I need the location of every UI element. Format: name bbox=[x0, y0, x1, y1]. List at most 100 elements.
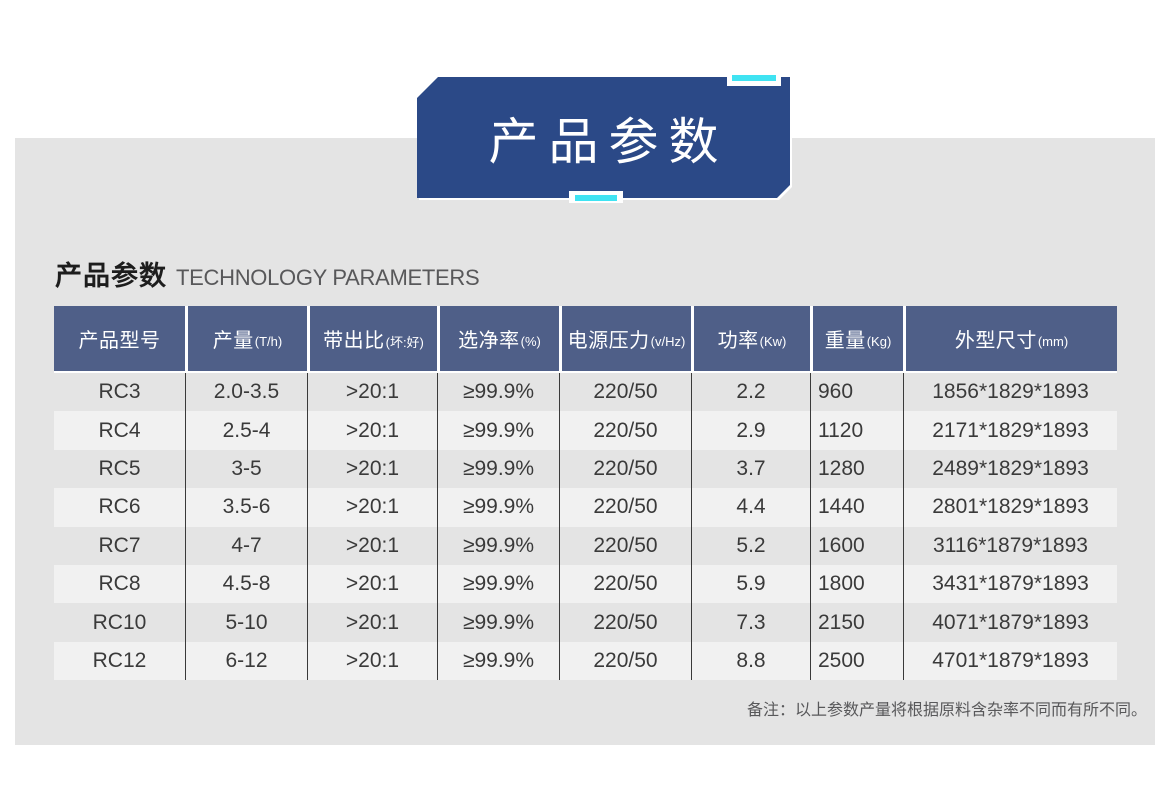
cell-power: 5.2 bbox=[691, 526, 810, 565]
column-header-purity-rate: 选净率 (%) bbox=[437, 306, 559, 371]
table-row-RC6: RC6 3.5-6 >20:1 ≥99.9% 220/50 4.4 1440 2801*182… bbox=[54, 488, 1117, 527]
cell-weight: 2500 bbox=[810, 641, 903, 681]
cell-output: 2.0-3.5 bbox=[185, 373, 307, 412]
section-heading: 产品参数 TECHNOLOGY PARAMETERS bbox=[55, 254, 480, 293]
cell-power-supply: 220/50 bbox=[559, 449, 691, 489]
banner-title: 产品参数 bbox=[488, 113, 729, 170]
cell-model: RC7 bbox=[98, 533, 141, 557]
cell-dimensions: 4701*1879*1893 bbox=[903, 641, 1117, 681]
cell-weight: 1440 bbox=[810, 488, 903, 527]
cell-power-supply: 220/50 bbox=[559, 411, 691, 450]
table-row-RC3: RC3 2.0-3.5 >20:1 ≥99.9% 220/50 2.2 960 1856*18… bbox=[54, 373, 1117, 412]
cell-output: 6-12 bbox=[185, 641, 307, 681]
cell-purity-rate: ≥99.9% bbox=[437, 526, 559, 565]
cell-carryout-ratio: >20:1 bbox=[307, 411, 437, 450]
cell-weight: 960 bbox=[810, 373, 903, 412]
column-header-power: 功率 (Kw) bbox=[691, 306, 810, 371]
cell-model: RC12 bbox=[92, 648, 147, 672]
column-header-weight: 重量 (Kg) bbox=[810, 306, 903, 371]
cell-dimensions: 3431*1879*1893 bbox=[903, 564, 1117, 604]
column-header-unit: (Kg) bbox=[866, 333, 892, 349]
cell-purity-rate: ≥99.9% bbox=[437, 411, 559, 450]
cell-purity-rate: ≥99.9% bbox=[437, 603, 559, 642]
column-header-unit: (v/Hz) bbox=[650, 333, 686, 349]
banner-accent-top-right-cyan-icon bbox=[732, 75, 776, 81]
cell-output: 4-7 bbox=[185, 526, 307, 565]
column-header-unit: (mm) bbox=[1037, 333, 1069, 349]
table-row-RC7: RC7 4-7 >20:1 ≥99.9% 220/50 5.2 1600 3116*1879*… bbox=[54, 526, 1117, 565]
column-header-label: 产量 bbox=[212, 330, 254, 352]
cell-power: 2.2 bbox=[691, 373, 810, 412]
cell-carryout-ratio: >20:1 bbox=[307, 603, 437, 642]
cell-model: RC4 bbox=[98, 418, 141, 442]
cell-power: 5.9 bbox=[691, 564, 810, 604]
cell-output: 4.5-8 bbox=[185, 564, 307, 604]
column-header-carryout-ratio: 带出比 (坏:好) bbox=[307, 306, 437, 371]
cell-power: 2.9 bbox=[691, 411, 810, 450]
cell-model: RC3 bbox=[98, 380, 141, 404]
cell-purity-rate: ≥99.9% bbox=[437, 488, 559, 527]
table-row-RC8: RC8 4.5-8 >20:1 ≥99.9% 220/50 5.9 1800 3431*187… bbox=[54, 564, 1117, 604]
column-header-dimensions: 外型尺寸 (mm) bbox=[903, 306, 1117, 371]
cell-carryout-ratio: >20:1 bbox=[307, 526, 437, 565]
cell-power: 7.3 bbox=[691, 603, 810, 642]
cell-output: 3-5 bbox=[185, 449, 307, 489]
cell-power-supply: 220/50 bbox=[559, 641, 691, 681]
cell-power: 8.8 bbox=[691, 641, 810, 681]
cell-output: 2.5-4 bbox=[185, 411, 307, 450]
column-header-label: 选净率 bbox=[458, 330, 520, 352]
banner-accent-bottom-cyan-icon bbox=[575, 195, 617, 201]
cell-weight: 1800 bbox=[810, 564, 903, 604]
cell-output: 5-10 bbox=[185, 603, 307, 642]
column-header-unit: (%) bbox=[520, 333, 541, 349]
column-header-label: 功率 bbox=[717, 330, 759, 352]
title-banner: 产品参数 bbox=[417, 77, 790, 198]
cell-purity-rate: ≥99.9% bbox=[437, 564, 559, 604]
cell-carryout-ratio: >20:1 bbox=[307, 488, 437, 527]
cell-carryout-ratio: >20:1 bbox=[307, 373, 437, 412]
cell-dimensions: 1856*1829*1893 bbox=[903, 373, 1117, 412]
column-header-label: 重量 bbox=[824, 330, 866, 352]
cell-purity-rate: ≥99.9% bbox=[437, 373, 559, 412]
cell-purity-rate: ≥99.9% bbox=[437, 449, 559, 489]
cell-weight: 1600 bbox=[810, 526, 903, 565]
cell-carryout-ratio: >20:1 bbox=[307, 449, 437, 489]
cell-weight: 1280 bbox=[810, 449, 903, 489]
cell-power: 4.4 bbox=[691, 488, 810, 527]
table-row-RC5: RC5 3-5 >20:1 ≥99.9% 220/50 3.7 1280 2489*1829*… bbox=[54, 449, 1117, 489]
cell-model: RC5 bbox=[98, 456, 141, 480]
cell-power-supply: 220/50 bbox=[559, 564, 691, 604]
cell-model: RC6 bbox=[98, 495, 141, 519]
column-header-label: 带出比 bbox=[323, 330, 385, 352]
column-header-label: 电源压力 bbox=[567, 330, 650, 352]
column-header-power-supply: 电源压力 (v/Hz) bbox=[559, 306, 691, 371]
cell-weight: 2150 bbox=[810, 603, 903, 642]
cell-power-supply: 220/50 bbox=[559, 526, 691, 565]
table-header-row: 产品型号 产量 (T/h) 带出比 (坏:好) 选净率 (%) 电源压力 (v/Hz) 功率 (Kw… bbox=[54, 306, 1117, 373]
table-row-RC4: RC4 2.5-4 >20:1 ≥99.9% 220/50 2.9 1120 2171*182… bbox=[54, 411, 1117, 450]
cell-power-supply: 220/50 bbox=[559, 603, 691, 642]
cell-model: RC8 bbox=[98, 572, 141, 596]
column-header-output: 产量 (T/h) bbox=[185, 306, 307, 371]
cell-dimensions: 4071*1879*1893 bbox=[903, 603, 1117, 642]
cell-dimensions: 3116*1879*1893 bbox=[903, 526, 1117, 565]
banner-shape: 产品参数 bbox=[417, 77, 790, 198]
column-header-label: 外型尺寸 bbox=[954, 330, 1037, 352]
section-title-zh: 产品参数 bbox=[55, 261, 167, 291]
cell-carryout-ratio: >20:1 bbox=[307, 564, 437, 604]
section-title-en: TECHNOLOGY PARAMETERS bbox=[176, 265, 480, 290]
cell-power-supply: 220/50 bbox=[559, 488, 691, 527]
cell-dimensions: 2171*1829*1893 bbox=[903, 411, 1117, 450]
column-header-model: 产品型号 bbox=[54, 306, 185, 371]
column-header-label: 产品型号 bbox=[78, 330, 161, 352]
cell-dimensions: 2489*1829*1893 bbox=[903, 449, 1117, 489]
column-header-unit: (Kw) bbox=[759, 333, 787, 349]
cell-purity-rate: ≥99.9% bbox=[437, 641, 559, 681]
cell-power-supply: 220/50 bbox=[559, 373, 691, 412]
column-header-unit: (T/h) bbox=[254, 333, 283, 349]
footnote: 备注：以上参数产量将根据原料含杂率不同而有所不同。 bbox=[746, 702, 1147, 719]
cell-dimensions: 2801*1829*1893 bbox=[903, 488, 1117, 527]
table-row-RC12: RC12 6-12 >20:1 ≥99.9% 220/50 8.8 2500 4701*187… bbox=[54, 641, 1117, 681]
parameters-table: 产品型号 产量 (T/h) 带出比 (坏:好) 选净率 (%) 电源压力 (v/Hz) 功率 (Kw… bbox=[54, 306, 1117, 681]
cell-carryout-ratio: >20:1 bbox=[307, 641, 437, 681]
